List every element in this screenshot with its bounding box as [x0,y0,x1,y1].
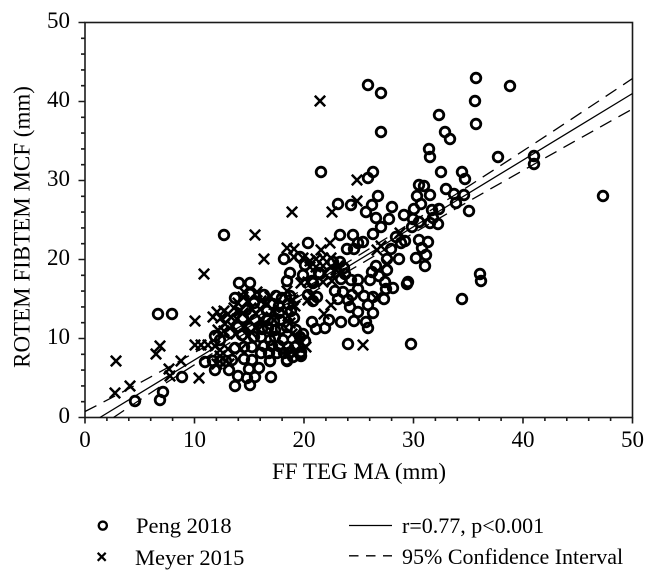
svg-text:40: 40 [47,87,70,112]
svg-text:20: 20 [47,245,70,270]
svg-text:Meyer 2015: Meyer 2015 [135,545,244,570]
svg-text:50: 50 [621,427,644,452]
svg-text:95% Confidence Interval: 95% Confidence Interval [402,544,623,569]
svg-text:30: 30 [402,427,425,452]
svg-text:10: 10 [47,324,70,349]
svg-text:FF TEG MA (mm): FF TEG MA (mm) [272,459,446,484]
svg-text:ROTEM FIBTEM MCF (mm): ROTEM FIBTEM MCF (mm) [10,86,35,368]
svg-text:Peng 2018: Peng 2018 [136,513,232,538]
svg-text:r=0.77, p<0.001: r=0.77, p<0.001 [402,513,544,538]
svg-text:20: 20 [293,427,316,452]
svg-text:40: 40 [512,427,535,452]
svg-text:0: 0 [59,403,71,428]
svg-text:0: 0 [79,427,91,452]
svg-text:50: 50 [47,8,70,33]
svg-text:10: 10 [183,427,206,452]
svg-text:30: 30 [47,166,70,191]
